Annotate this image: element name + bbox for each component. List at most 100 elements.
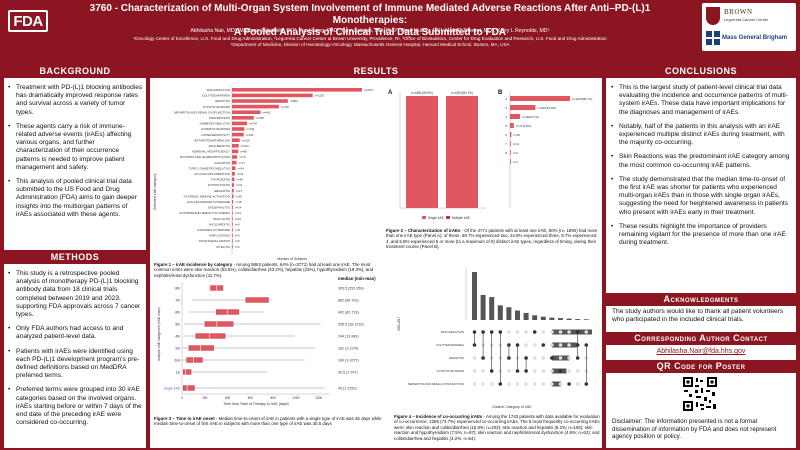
poster-header: FDA 3760 - Characterization of Multi-Org… <box>0 0 800 56</box>
fig1-value-label: n=54 <box>237 166 244 170</box>
fig1-value-label: n=38 <box>236 178 243 182</box>
fig1-bar <box>232 177 235 182</box>
fig3-x-tick: 1200 <box>315 396 322 400</box>
fig1-bar <box>232 127 245 131</box>
fig1-bar <box>232 244 233 249</box>
conclusions-item: The study demonstrated that the median t… <box>610 176 794 217</box>
brown-logo-text: BROWN <box>724 8 753 16</box>
fig4-matrix-dot <box>584 330 589 334</box>
fig1-value-label: n=98 <box>240 150 247 154</box>
fig1-value-label: n=2017 <box>364 88 374 92</box>
fig1-bar <box>232 233 233 238</box>
fig3-box <box>204 321 234 327</box>
figure-4-chart: VIGILANT SKIN REACTION COLITIS/DIARRHEA HE… <box>397 268 592 409</box>
figure-3-chart: multiple irAE categories (irAE order) me… <box>157 276 376 406</box>
fig1-value-label: n=9 <box>235 222 240 226</box>
fig1-value-label: n=442 <box>262 110 270 114</box>
fig4-set-bar <box>552 381 561 387</box>
fig1-bar <box>232 149 239 154</box>
methods-heading: METHODS <box>4 250 146 264</box>
fig3-median-value: 402 (62-719) <box>338 311 359 315</box>
fig3-x-tick: 0 <box>181 396 183 400</box>
fig1-category-label: SYSTEMIC IMMUNE ACTIVATION <box>183 194 230 198</box>
fig1-category-label: PANCREATITIS <box>209 144 230 148</box>
fig4-set-label: SKIN REACTION <box>441 330 464 334</box>
methods-item: Patients with irAEs were identified usin… <box>7 348 143 381</box>
fig1-category-label: PNEUMONITIS <box>209 116 230 120</box>
fig4-intersection-bar <box>515 310 520 320</box>
fig4-matrix-dot <box>532 330 537 334</box>
fig4-caption-text: - Among the 1743 patients with data avai… <box>394 414 600 441</box>
conclusions-item: These results highlight the importance o… <box>610 223 794 248</box>
fig1-category-label: GASTRITIS <box>214 161 230 165</box>
results-column: RESULTS Selected irAE category SKIN REAC… <box>150 64 602 448</box>
fig1-value-label: n=14 <box>235 206 242 210</box>
fig1-bar <box>232 116 254 120</box>
fig2b-category-label: 4 <box>505 115 507 119</box>
fig3-row-label: 6th <box>175 311 180 315</box>
fig4-matrix-dot <box>575 382 580 386</box>
author-list: Abhilasha Nair, MD¹, Matthew J Hadfield,… <box>190 28 550 34</box>
fig1-bar <box>232 216 233 221</box>
fig1-category-label: GUILLAIN-BARRE SYNDROME <box>187 200 230 204</box>
fig1-category-label: SJOGREN SYNDROME <box>197 228 230 232</box>
fig1-caption-bold: Figure 1 – irAE incidence by category <box>154 262 233 267</box>
fig4-matrix-dot <box>550 356 554 360</box>
fig1-bar <box>232 205 233 210</box>
fig1-category-label: MYASTHENIA GRAVIS <box>199 239 230 243</box>
fig4-intersection-bar <box>583 319 589 320</box>
fig4-matrix-dot <box>481 382 485 386</box>
fig1-value-label: n=25 <box>236 194 243 198</box>
fig4-matrix-dot <box>524 330 528 334</box>
fig1-value-label: n=18 <box>235 200 242 204</box>
poster-title: 3760 - Characterization of Multi-Organ S… <box>60 3 680 39</box>
fig4-set-bar <box>552 329 592 335</box>
fig4-matrix-dot <box>541 356 546 360</box>
fig4-intersection-bar <box>532 315 538 320</box>
disclaimer-text: Disclaimer: The information presented is… <box>612 418 777 441</box>
fig3-box <box>245 297 269 303</box>
fig1-value-label: n=3 <box>235 245 240 249</box>
fig1-category-label: COLITIS/DIARRHEA <box>202 94 230 98</box>
fig1-category-label: DIABETES MELLITUS <box>200 122 230 126</box>
conclusions-item: Skin Reactions was the predominant irAE … <box>610 153 794 169</box>
fig4-matrix-dot <box>550 343 554 347</box>
fig4-matrix-dot <box>507 369 511 373</box>
acknowledgments-text: The study authors would like to thank al… <box>612 308 784 324</box>
fig4-matrix-dot <box>567 356 571 360</box>
fig1-category-label: NEPHRITIS AND RENAL DYSFUNCTION <box>174 110 230 114</box>
fig1-category-label: HEPATITIS <box>215 99 230 103</box>
fig1-value-label: n=1252 <box>315 94 325 98</box>
fig3-ylabel: multiple irAE categories (irAE order) <box>157 307 161 361</box>
fig4-set-label: HYPOTHYROIDISM <box>437 369 465 373</box>
acknowledgments-heading: Acknowledgments <box>606 293 796 306</box>
fig3-x-tick: 800 <box>270 396 276 400</box>
qr-heading: QR Code for Poster <box>606 360 796 373</box>
fig4-set-bar <box>552 342 577 348</box>
fig4-matrix-dot <box>567 343 571 347</box>
fig2b-bar <box>510 114 520 119</box>
fig1-value-label: n=192 <box>246 127 254 131</box>
fig1-xlabel: Number of Subjects <box>277 257 307 261</box>
fig1-bar <box>232 99 288 103</box>
fig4-matrix-dot <box>515 330 520 334</box>
fig4-matrix-dot <box>550 382 554 386</box>
fig2-panel-a-label: A <box>388 90 393 96</box>
fig4-matrix-dot <box>567 382 571 386</box>
fig1-bar <box>232 93 313 98</box>
fig4-matrix-dot <box>558 330 563 334</box>
fig4-matrix-dot <box>532 369 537 373</box>
qr-code-icon[interactable] <box>682 376 718 412</box>
fig1-bar <box>232 200 234 204</box>
fig1-category-label: HYPOPHYSITIS <box>208 183 230 187</box>
fig1-category-label: SKIN REACTION <box>207 88 230 92</box>
fig1-bar <box>232 144 239 148</box>
fig1-caption: Figure 1 – irAE incidence by category - … <box>154 262 376 278</box>
fig2b-value-label: n=184(9.7%) <box>522 115 539 119</box>
fig3-box <box>186 357 203 363</box>
contact-email-link[interactable]: Abhilasha.Nair@fda.hhs.gov <box>656 348 746 355</box>
fig2b-value-label: n=71(3.8%) <box>516 124 532 128</box>
conclusions-item: Notably, half of the patients in this an… <box>610 123 794 148</box>
fig2b-bar <box>510 159 511 164</box>
fig2b-category-label: 3 <box>505 106 507 110</box>
